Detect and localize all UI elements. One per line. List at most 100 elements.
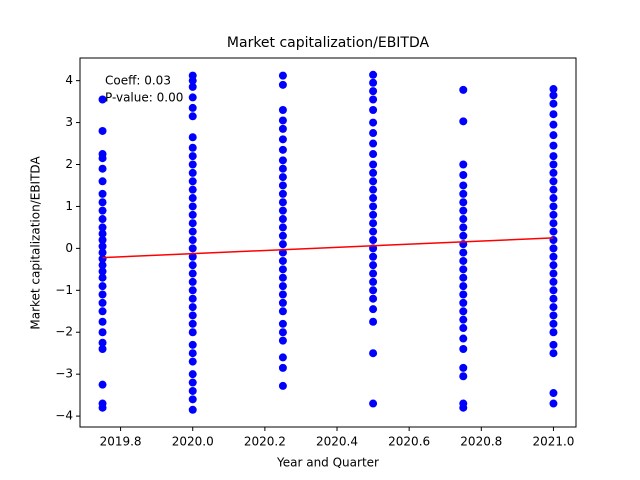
point xyxy=(278,381,287,390)
point xyxy=(459,215,468,224)
point xyxy=(98,154,107,163)
chart-title: Market capitalization/EBITDA xyxy=(227,35,430,51)
point xyxy=(278,240,287,249)
point xyxy=(549,160,558,169)
point xyxy=(188,319,197,328)
point xyxy=(278,124,287,133)
point xyxy=(98,345,107,354)
point xyxy=(188,311,197,320)
point xyxy=(549,286,558,295)
point xyxy=(369,78,378,87)
point xyxy=(188,168,197,177)
point xyxy=(278,71,287,80)
point xyxy=(549,235,558,244)
point xyxy=(188,269,197,278)
point xyxy=(278,353,287,362)
point xyxy=(549,252,558,261)
y-tick-label: −1 xyxy=(55,283,73,297)
point xyxy=(278,156,287,165)
x-tick-label: 2020.0 xyxy=(172,435,214,449)
point xyxy=(98,267,107,276)
point xyxy=(188,395,197,404)
point xyxy=(459,117,468,126)
point xyxy=(459,372,468,381)
point xyxy=(549,194,558,203)
point xyxy=(278,328,287,337)
point xyxy=(278,273,287,282)
point xyxy=(459,170,468,179)
point xyxy=(188,202,197,211)
fit-line xyxy=(102,237,554,259)
point xyxy=(188,386,197,395)
point xyxy=(549,244,558,253)
point xyxy=(188,194,197,203)
point xyxy=(188,328,197,337)
point xyxy=(188,152,197,161)
y-tick-label: 2 xyxy=(65,157,73,171)
point xyxy=(98,235,107,244)
point xyxy=(549,185,558,194)
point xyxy=(98,242,107,251)
point xyxy=(188,349,197,358)
point xyxy=(278,198,287,207)
point xyxy=(188,378,197,387)
point xyxy=(549,219,558,228)
point xyxy=(459,363,468,372)
point xyxy=(188,277,197,286)
point xyxy=(98,298,107,307)
point xyxy=(98,307,107,316)
point xyxy=(98,164,107,173)
point xyxy=(188,103,197,112)
point xyxy=(188,143,197,152)
point xyxy=(188,219,197,228)
point xyxy=(278,116,287,125)
point xyxy=(278,105,287,114)
point xyxy=(549,168,558,177)
y-tick-label: 0 xyxy=(65,241,73,255)
point xyxy=(369,227,378,236)
point xyxy=(369,261,378,270)
point xyxy=(369,286,378,295)
point xyxy=(369,305,378,314)
point xyxy=(369,95,378,104)
point xyxy=(549,303,558,312)
point xyxy=(98,248,107,257)
point xyxy=(549,294,558,303)
point xyxy=(188,235,197,244)
point xyxy=(188,133,197,142)
point xyxy=(369,202,378,211)
point xyxy=(98,261,107,270)
point xyxy=(98,317,107,326)
point xyxy=(188,177,197,186)
point xyxy=(98,95,107,104)
point xyxy=(369,105,378,114)
point xyxy=(459,324,468,333)
point xyxy=(549,202,558,211)
x-tick-label: 2020.6 xyxy=(388,435,430,449)
point xyxy=(369,118,378,127)
point xyxy=(188,370,197,379)
point xyxy=(188,252,197,261)
point xyxy=(459,334,468,343)
point xyxy=(459,282,468,291)
point xyxy=(369,129,378,138)
point xyxy=(369,317,378,326)
point xyxy=(188,185,197,194)
point xyxy=(459,307,468,316)
point xyxy=(98,290,107,299)
point xyxy=(369,168,378,177)
point xyxy=(459,265,468,274)
point xyxy=(278,80,287,89)
point xyxy=(278,231,287,240)
point xyxy=(549,131,558,140)
annotation: P-value: 0.00 xyxy=(105,91,183,105)
point xyxy=(459,248,468,257)
point xyxy=(549,319,558,328)
point xyxy=(188,261,197,270)
point xyxy=(278,363,287,372)
point xyxy=(459,160,468,169)
point xyxy=(98,126,107,135)
point xyxy=(549,141,558,150)
point xyxy=(278,248,287,257)
point xyxy=(369,269,378,278)
